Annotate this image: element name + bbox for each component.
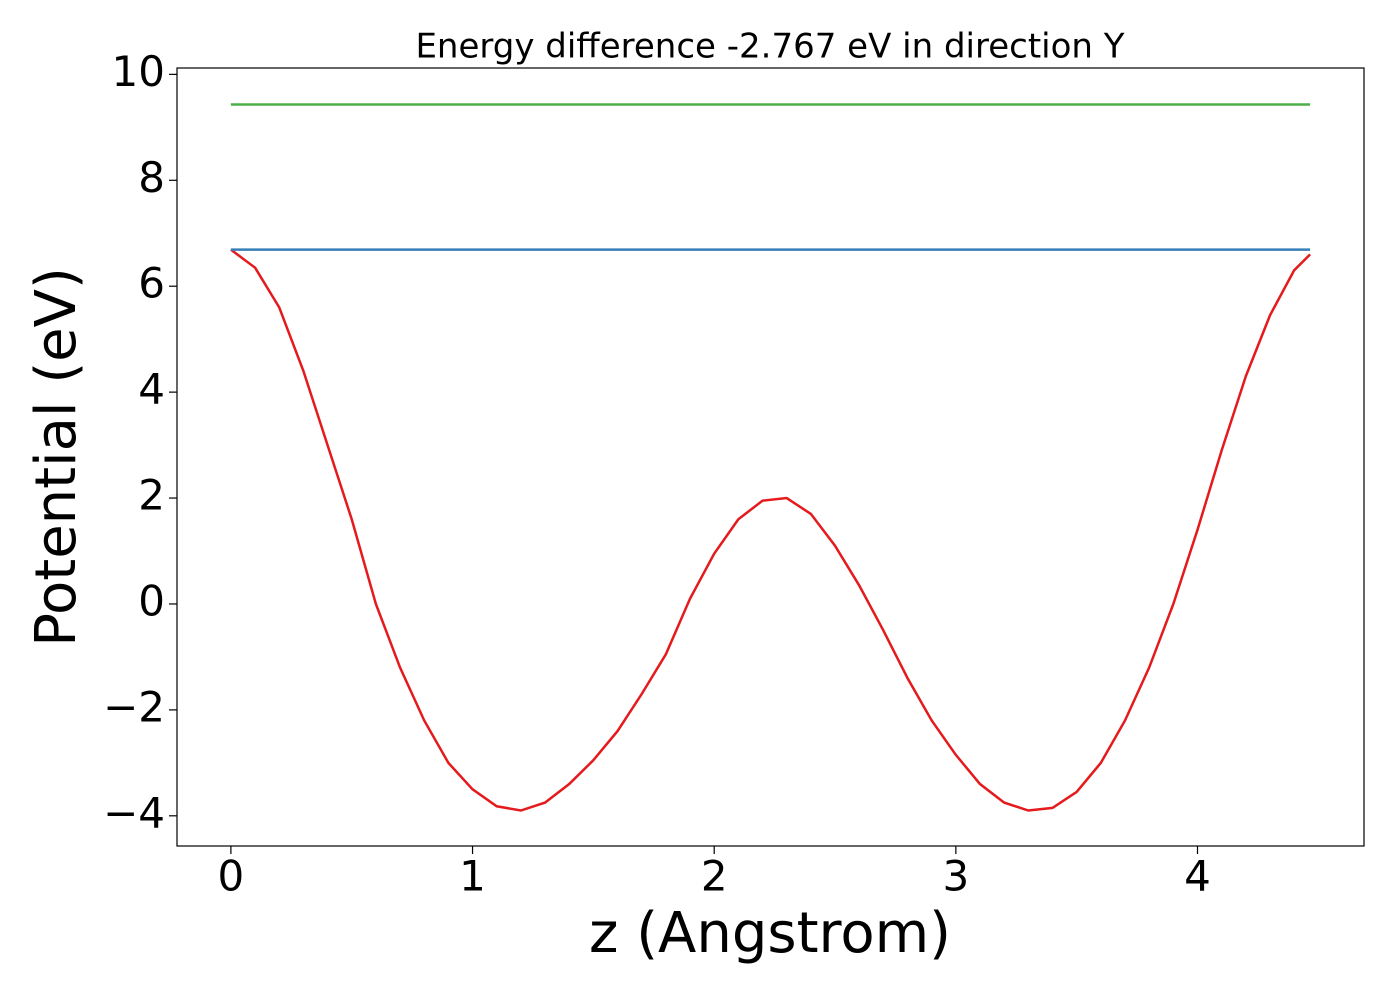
y-tick-label: 4 [138, 365, 165, 414]
plot-frame [176, 67, 1365, 847]
x-tick-label: 4 [1184, 852, 1211, 901]
x-tick-label: 0 [218, 852, 245, 901]
y-tick-label: −2 [103, 682, 165, 731]
y-tick-label: 0 [138, 576, 165, 625]
y-tick-label: 2 [138, 471, 165, 520]
chart-title: Energy difference -2.767 eV in direction… [415, 27, 1124, 67]
x-tick-label: 1 [459, 852, 486, 901]
y-axis-label: Potential (eV) [24, 267, 89, 647]
x-tick-label: 2 [701, 852, 728, 901]
y-tick-label: 10 [112, 47, 165, 96]
line-series [230, 248, 1311, 812]
y-tick-label: 6 [138, 259, 165, 308]
x-axis-label: z (Angstrom) [589, 901, 951, 966]
y-tick-label: 8 [138, 153, 165, 202]
y-tick-label: −4 [103, 788, 165, 837]
x-tick-label: 3 [942, 852, 969, 901]
